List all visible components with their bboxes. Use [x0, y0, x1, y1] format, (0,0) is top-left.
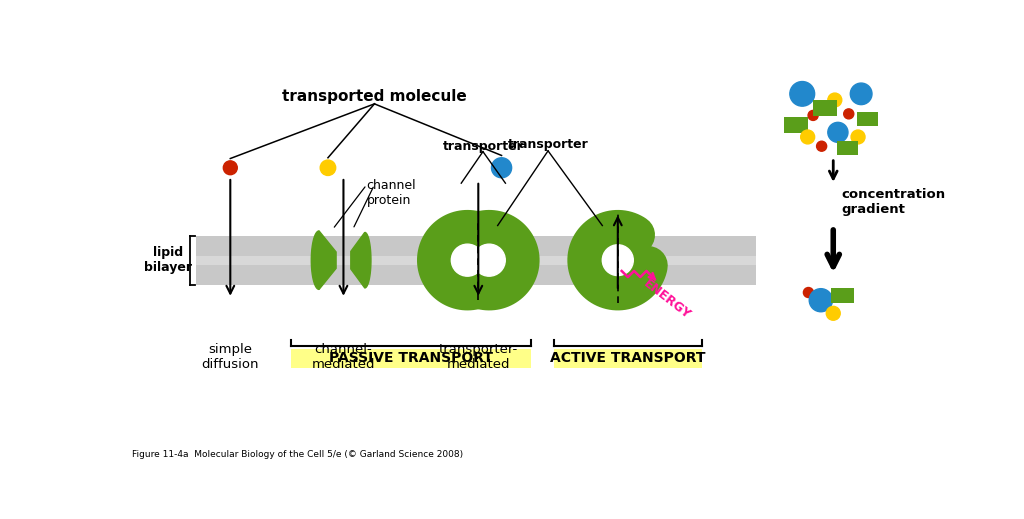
- Bar: [197, 236, 756, 255]
- Polygon shape: [365, 233, 371, 288]
- Bar: [857, 112, 878, 127]
- Circle shape: [827, 93, 842, 107]
- Circle shape: [801, 130, 815, 144]
- Bar: [813, 100, 837, 116]
- Circle shape: [492, 158, 512, 178]
- Text: simple
diffusion: simple diffusion: [202, 343, 259, 371]
- Circle shape: [452, 244, 483, 276]
- Circle shape: [844, 109, 854, 119]
- Bar: [197, 255, 756, 265]
- Circle shape: [808, 111, 818, 120]
- Bar: [554, 349, 701, 368]
- Circle shape: [851, 130, 865, 144]
- Circle shape: [473, 244, 505, 276]
- Circle shape: [850, 83, 872, 105]
- Circle shape: [816, 141, 826, 151]
- Circle shape: [223, 161, 238, 175]
- Text: transported molecule: transported molecule: [282, 89, 467, 104]
- Text: Figure 11-4a  Molecular Biology of the Cell 5/e (© Garland Science 2008): Figure 11-4a Molecular Biology of the Ce…: [132, 449, 463, 459]
- Text: concentration
gradient: concentration gradient: [841, 188, 945, 216]
- Circle shape: [804, 288, 813, 297]
- Bar: [837, 141, 858, 155]
- Polygon shape: [351, 233, 365, 288]
- Bar: [784, 117, 808, 133]
- Bar: [291, 349, 531, 368]
- Circle shape: [809, 289, 833, 312]
- Circle shape: [602, 245, 633, 276]
- Text: transporter: transporter: [508, 138, 589, 151]
- Circle shape: [827, 122, 848, 142]
- Polygon shape: [319, 231, 336, 290]
- Bar: [610, 293, 626, 308]
- Polygon shape: [311, 231, 319, 290]
- Circle shape: [790, 81, 815, 106]
- Bar: [197, 265, 756, 285]
- Circle shape: [321, 160, 336, 175]
- Text: channel-
mediated: channel- mediated: [311, 343, 375, 371]
- Text: transporter: transporter: [442, 140, 523, 153]
- Text: ACTIVE TRANSPORT: ACTIVE TRANSPORT: [550, 351, 706, 365]
- Text: transporter-
mediated: transporter- mediated: [438, 343, 518, 371]
- Circle shape: [826, 306, 841, 320]
- Text: PASSIVE TRANSPORT: PASSIVE TRANSPORT: [329, 351, 493, 365]
- Text: ENERGY: ENERGY: [641, 277, 693, 322]
- Text: lipid
bilayer: lipid bilayer: [144, 246, 193, 274]
- Bar: [831, 288, 854, 303]
- Text: channel
protein: channel protein: [367, 179, 417, 207]
